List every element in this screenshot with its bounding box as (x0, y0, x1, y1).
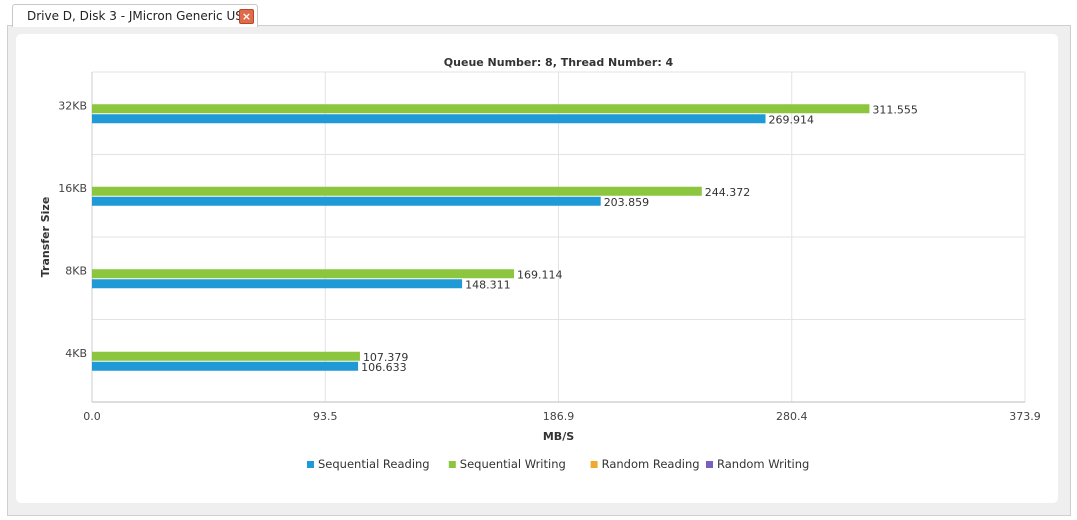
data-label: 106.633 (361, 361, 407, 374)
legend-item-random-writing[interactable]: Random Writing (717, 457, 809, 471)
bar-sequential-writing (92, 351, 360, 361)
legend-item-sequential-reading[interactable]: Sequential Reading (318, 457, 430, 471)
legend-marker-icon (307, 461, 314, 468)
y-tick-label: 4KB (65, 347, 87, 360)
drive-tab[interactable]: Drive D, Disk 3 - JMicron Generic USB × (12, 4, 258, 27)
bar-sequential-writing (92, 104, 870, 114)
legend-marker-icon (448, 461, 456, 468)
bar-sequential-reading (92, 114, 766, 124)
legend-item-random-reading[interactable]: Random Reading (602, 457, 700, 471)
data-label: 107.379 (363, 351, 409, 364)
chart-title: Queue Number: 8, Thread Number: 4 (444, 56, 674, 69)
data-label: 244.372 (705, 186, 751, 199)
legend-item-sequential-writing[interactable]: Sequential Writing (460, 457, 566, 471)
data-label: 269.914 (769, 113, 815, 126)
y-tick-label: 8KB (65, 264, 87, 277)
bar-sequential-reading (92, 361, 359, 371)
x-tick-label: 373.9 (1009, 410, 1041, 423)
y-axis-label: Transfer Size (39, 197, 52, 278)
x-tick-label: 0.0 (83, 410, 101, 423)
bar-sequential-reading (92, 196, 601, 206)
legend-marker-icon (706, 461, 713, 468)
x-axis-label: MB/S (543, 430, 574, 443)
bar-sequential-reading (92, 279, 463, 289)
x-tick-label: 186.9 (543, 410, 575, 423)
data-label: 203.859 (604, 196, 650, 209)
data-label: 311.555 (872, 103, 918, 116)
y-tick-label: 16KB (58, 182, 87, 195)
tab-title: Drive D, Disk 3 - JMicron Generic USB (27, 9, 252, 23)
close-icon[interactable]: × (239, 9, 254, 24)
x-tick-label: 280.4 (776, 410, 808, 423)
bar-sequential-writing (92, 186, 702, 196)
x-tick-label: 93.5 (313, 410, 338, 423)
legend-marker-icon (590, 461, 598, 468)
data-label: 148.311 (465, 278, 511, 291)
y-tick-label: 32KB (58, 99, 87, 112)
data-label: 169.114 (517, 268, 563, 281)
bar-sequential-writing (92, 269, 514, 279)
